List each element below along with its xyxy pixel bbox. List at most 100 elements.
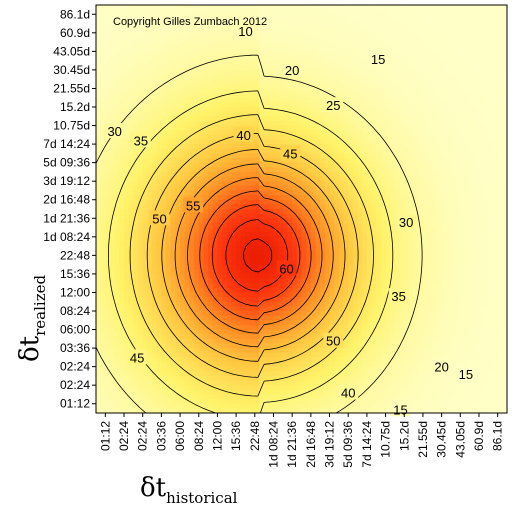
heatmap-cell bbox=[352, 403, 359, 409]
heatmap-cell bbox=[343, 56, 349, 62]
heatmap-cell bbox=[310, 264, 317, 270]
heatmap-cell bbox=[282, 199, 289, 205]
heatmap-cell bbox=[212, 380, 219, 386]
heatmap-cell bbox=[96, 167, 102, 173]
heatmap-cell bbox=[324, 232, 331, 238]
heatmap-cell bbox=[240, 88, 247, 94]
heatmap-cell bbox=[250, 195, 256, 201]
heatmap-cell bbox=[348, 74, 354, 80]
heatmap-cell bbox=[166, 102, 172, 108]
heatmap-cell bbox=[100, 83, 106, 90]
heatmap-cell bbox=[180, 51, 186, 57]
heatmap-cell bbox=[119, 74, 125, 80]
heatmap-cell bbox=[352, 297, 359, 303]
heatmap-cell bbox=[175, 273, 181, 280]
heatmap-cell bbox=[147, 74, 153, 80]
heatmap-cell bbox=[310, 366, 317, 372]
heatmap-cell bbox=[184, 236, 191, 243]
heatmap-cell bbox=[292, 348, 298, 354]
heatmap-cell bbox=[231, 338, 237, 345]
heatmap-cell bbox=[184, 167, 191, 173]
heatmap-cell bbox=[231, 190, 237, 196]
heatmap-cell bbox=[315, 134, 321, 141]
heatmap-cell bbox=[315, 324, 321, 331]
heatmap-cell bbox=[254, 167, 261, 173]
heatmap-cell bbox=[217, 213, 223, 219]
heatmap-cell bbox=[348, 79, 354, 85]
heatmap-cell bbox=[278, 97, 284, 103]
heatmap-cell bbox=[315, 222, 321, 229]
heatmap-cell bbox=[343, 399, 349, 405]
heatmap-cell bbox=[175, 394, 181, 400]
heatmap-cell bbox=[96, 343, 102, 349]
heatmap-cell bbox=[170, 287, 176, 294]
heatmap-cell bbox=[208, 162, 214, 168]
heatmap-cell bbox=[222, 60, 228, 66]
heatmap-cell bbox=[292, 287, 298, 294]
heatmap-cell bbox=[222, 158, 228, 164]
heatmap-cell bbox=[240, 301, 247, 307]
heatmap-cell bbox=[212, 222, 219, 229]
heatmap-cell bbox=[133, 329, 139, 335]
heatmap-cell bbox=[212, 269, 219, 275]
heatmap-cell bbox=[142, 74, 148, 80]
heatmap-cell bbox=[194, 139, 200, 145]
heatmap-cell bbox=[348, 195, 354, 201]
heatmap-cell bbox=[310, 181, 317, 187]
heatmap-cell bbox=[189, 278, 195, 284]
heatmap-cell bbox=[147, 297, 153, 303]
heatmap-cell bbox=[357, 107, 363, 113]
heatmap-cell bbox=[212, 352, 219, 358]
heatmap-cell bbox=[254, 9, 261, 15]
heatmap-cell bbox=[254, 389, 261, 396]
heatmap-cell bbox=[343, 74, 349, 80]
heatmap-cell bbox=[264, 14, 270, 20]
heatmap-cell bbox=[245, 352, 251, 358]
heatmap-cell bbox=[348, 260, 354, 266]
heatmap-cell bbox=[245, 69, 251, 76]
heatmap-cell bbox=[194, 250, 200, 256]
heatmap-cell bbox=[166, 403, 172, 409]
heatmap-cell bbox=[96, 329, 102, 335]
heatmap-cell bbox=[236, 218, 242, 224]
heatmap-cell bbox=[329, 362, 335, 368]
heatmap-cell bbox=[310, 278, 317, 284]
heatmap-cell bbox=[110, 385, 116, 391]
heatmap-cell bbox=[287, 301, 293, 307]
heatmap-cell bbox=[250, 204, 256, 210]
heatmap-cell bbox=[142, 338, 148, 345]
heatmap-cell bbox=[250, 9, 256, 15]
heatmap-cell bbox=[287, 139, 293, 145]
heatmap-cell bbox=[287, 56, 293, 62]
heatmap-cell bbox=[259, 232, 265, 238]
heatmap-cell bbox=[96, 264, 102, 270]
heatmap-cell bbox=[96, 399, 102, 405]
heatmap-cell bbox=[212, 5, 219, 11]
heatmap-cell bbox=[198, 380, 205, 386]
heatmap-cell bbox=[310, 130, 317, 136]
heatmap-cell bbox=[208, 204, 214, 210]
heatmap-cell bbox=[301, 56, 307, 62]
heatmap-cell bbox=[329, 74, 335, 80]
heatmap-cell bbox=[301, 120, 307, 127]
heatmap-cell bbox=[124, 5, 130, 11]
heatmap-cell bbox=[268, 28, 275, 34]
heatmap-cell bbox=[315, 107, 321, 113]
heatmap-cell bbox=[161, 144, 167, 150]
heatmap-cell bbox=[96, 218, 102, 224]
heatmap-cell bbox=[306, 278, 312, 284]
heatmap-cell bbox=[100, 246, 106, 252]
heatmap-cell bbox=[245, 97, 251, 103]
heatmap-cell bbox=[147, 301, 153, 307]
heatmap-cell bbox=[254, 181, 261, 187]
heatmap-cell bbox=[222, 371, 228, 377]
heatmap-cell bbox=[166, 116, 172, 122]
heatmap-cell bbox=[152, 158, 158, 164]
heatmap-cell bbox=[357, 301, 363, 307]
heatmap-cell bbox=[306, 394, 312, 400]
heatmap-cell bbox=[96, 42, 102, 48]
heatmap-cell bbox=[352, 222, 359, 229]
heatmap-cell bbox=[208, 171, 214, 178]
heatmap-cell bbox=[296, 292, 303, 298]
heatmap-cell bbox=[175, 130, 181, 136]
